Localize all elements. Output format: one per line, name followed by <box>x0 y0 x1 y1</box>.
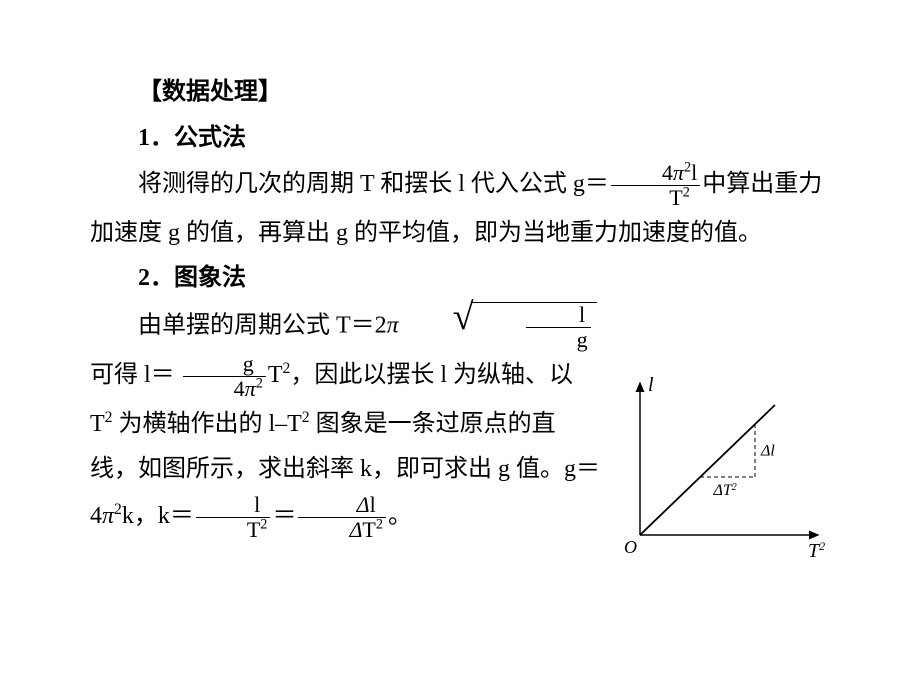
pi-symbol: π <box>102 503 114 529</box>
svg-text:Δl: Δl <box>760 443 775 460</box>
numerator: g <box>183 352 266 377</box>
sup2: 2 <box>302 409 310 426</box>
delta-symbol: Δ <box>357 492 370 517</box>
graph-svg: l T2 O Δl ΔT2 <box>610 375 830 565</box>
text: k，k＝ <box>122 503 194 529</box>
sqrt: √ l g <box>405 302 597 352</box>
denominator: 4π2 <box>183 377 266 401</box>
sqrt-sign: √ <box>405 302 474 332</box>
text: T <box>268 362 283 388</box>
paragraph-1: 将测得的几次的周期 T 和摆长 l 代入公式 g＝ 4π2l T2 中算出重力加… <box>90 161 830 256</box>
num-l: l <box>370 492 376 517</box>
num-a: 4 <box>662 160 673 185</box>
den-t: T <box>362 517 375 542</box>
numerator: l <box>196 493 271 518</box>
denominator: T2 <box>196 518 271 542</box>
sup2: 2 <box>114 501 122 518</box>
pi-symbol: π <box>245 376 256 401</box>
den-t: T <box>247 517 260 542</box>
sqrt-body: l g <box>472 302 597 352</box>
svg-text:ΔT2: ΔT2 <box>713 482 737 500</box>
text: 。 <box>388 503 412 529</box>
numerator: 4π2l <box>611 161 700 186</box>
graph-l-vs-t2: l T2 O Δl ΔT2 <box>610 375 830 565</box>
svg-text:O: O <box>624 537 637 557</box>
sup2: 2 <box>260 517 267 533</box>
svg-text:l: l <box>648 375 654 396</box>
denominator: T2 <box>611 186 700 210</box>
text: 将测得的几次的周期 T 和摆长 l 代入公式 g＝ <box>138 171 609 197</box>
text: 可得 l＝ <box>90 362 175 388</box>
svg-text:T2: T2 <box>808 539 825 562</box>
text: 为横轴作出的 l­­–T <box>112 411 301 437</box>
den-a: 4 <box>234 376 245 401</box>
text: 由单摆的周期公式 T＝2 <box>138 312 387 338</box>
sup2: 2 <box>256 376 263 392</box>
fraction-4: l T2 <box>196 493 271 542</box>
section-header: 【数据处理】 <box>90 70 830 116</box>
num-b: l <box>691 160 697 185</box>
fraction-5: Δl ΔT2 <box>298 493 386 542</box>
paragraph-2: 由单摆的周期公式 T＝2π √ l g 可得 l＝ g 4π2 T2，因此以摆长… <box>90 302 600 542</box>
sup2: 2 <box>376 517 383 533</box>
fraction-1: 4π2l T2 <box>611 161 700 210</box>
fraction-3: g 4π2 <box>183 352 266 401</box>
sup2: 2 <box>683 185 690 201</box>
subheader-1: 1．公式法 <box>90 116 830 162</box>
denominator: ΔT2 <box>298 518 386 542</box>
fraction-2: l g <box>526 303 591 352</box>
denominator: g <box>526 328 591 352</box>
subheader-2: 2．图象法 <box>90 256 830 302</box>
den-t: T <box>669 185 682 210</box>
text: ＝ <box>272 503 296 529</box>
pi-symbol: π <box>387 312 399 338</box>
numerator: Δl <box>298 493 386 518</box>
delta-symbol: Δ <box>349 517 362 542</box>
numerator: l <box>526 303 591 328</box>
pi-symbol: π <box>673 160 684 185</box>
